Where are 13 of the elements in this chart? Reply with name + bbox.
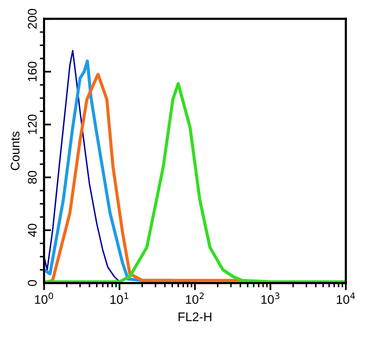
x-tick-label: 10$^{2}$ [186, 292, 204, 304]
y-tick-label: 200 [28, 8, 37, 29]
x-axis-title: FL2-H [178, 312, 212, 322]
x-tick-label: 10$^{3}$ [261, 292, 280, 304]
y-tick-label: 0 [28, 280, 37, 286]
y-tick-label: 80 [28, 170, 37, 184]
y-tick-label: 120 [28, 114, 37, 134]
x-tick-label: 10$^{4}$ [336, 292, 355, 304]
x-tick-label: 10$^{1}$ [110, 292, 128, 304]
y-tick-label: 160 [28, 62, 37, 82]
y-axis-title: Counts [10, 132, 20, 170]
x-tick-label: 10$^{0}$ [35, 292, 54, 304]
y-tick-label: 40 [28, 224, 37, 237]
